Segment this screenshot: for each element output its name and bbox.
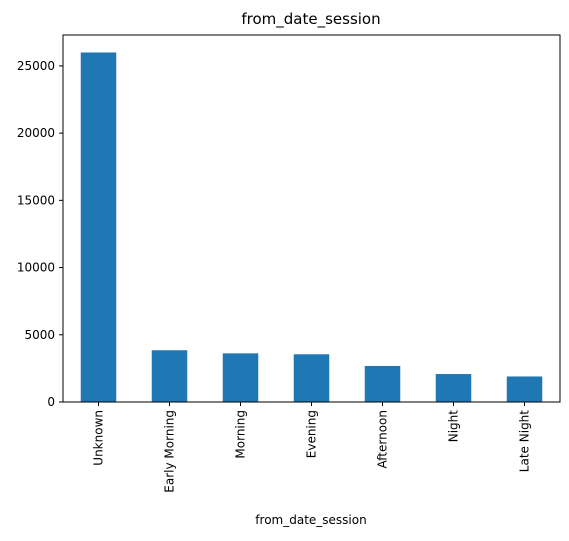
x-tick-label: Morning [234, 410, 248, 459]
x-axis: Unknown Early Morning Morning Evening Aftern… [92, 402, 532, 493]
bar-morning [222, 353, 259, 402]
bars-group [80, 52, 543, 402]
y-axis: 0 5000 10000 15000 20000 25000 [17, 59, 63, 409]
bar-night [435, 374, 472, 402]
x-tick-label: Night [447, 410, 461, 443]
x-tick-label: Afternoon [376, 410, 390, 469]
bar-early-morning [151, 350, 188, 402]
x-tick-label: Early Morning [163, 410, 177, 493]
x-tick-label: Late Night [518, 410, 532, 472]
x-tick-label: Unknown [92, 410, 106, 466]
chart-title: from_date_session [241, 10, 380, 29]
bar-unknown [80, 52, 117, 402]
bar-late-night [506, 376, 543, 402]
y-tick-label: 10000 [17, 261, 55, 275]
bar-evening [293, 354, 330, 402]
plot-frame [62, 34, 561, 403]
y-tick-label: 15000 [17, 193, 55, 207]
y-tick-label: 20000 [17, 126, 55, 140]
x-axis-label: from_date_session [255, 513, 366, 527]
x-tick-label: Evening [305, 410, 319, 458]
bar-afternoon [364, 365, 401, 402]
y-tick-label: 25000 [17, 59, 55, 73]
y-tick-label: 5000 [24, 328, 55, 342]
y-tick-label: 0 [47, 395, 55, 409]
